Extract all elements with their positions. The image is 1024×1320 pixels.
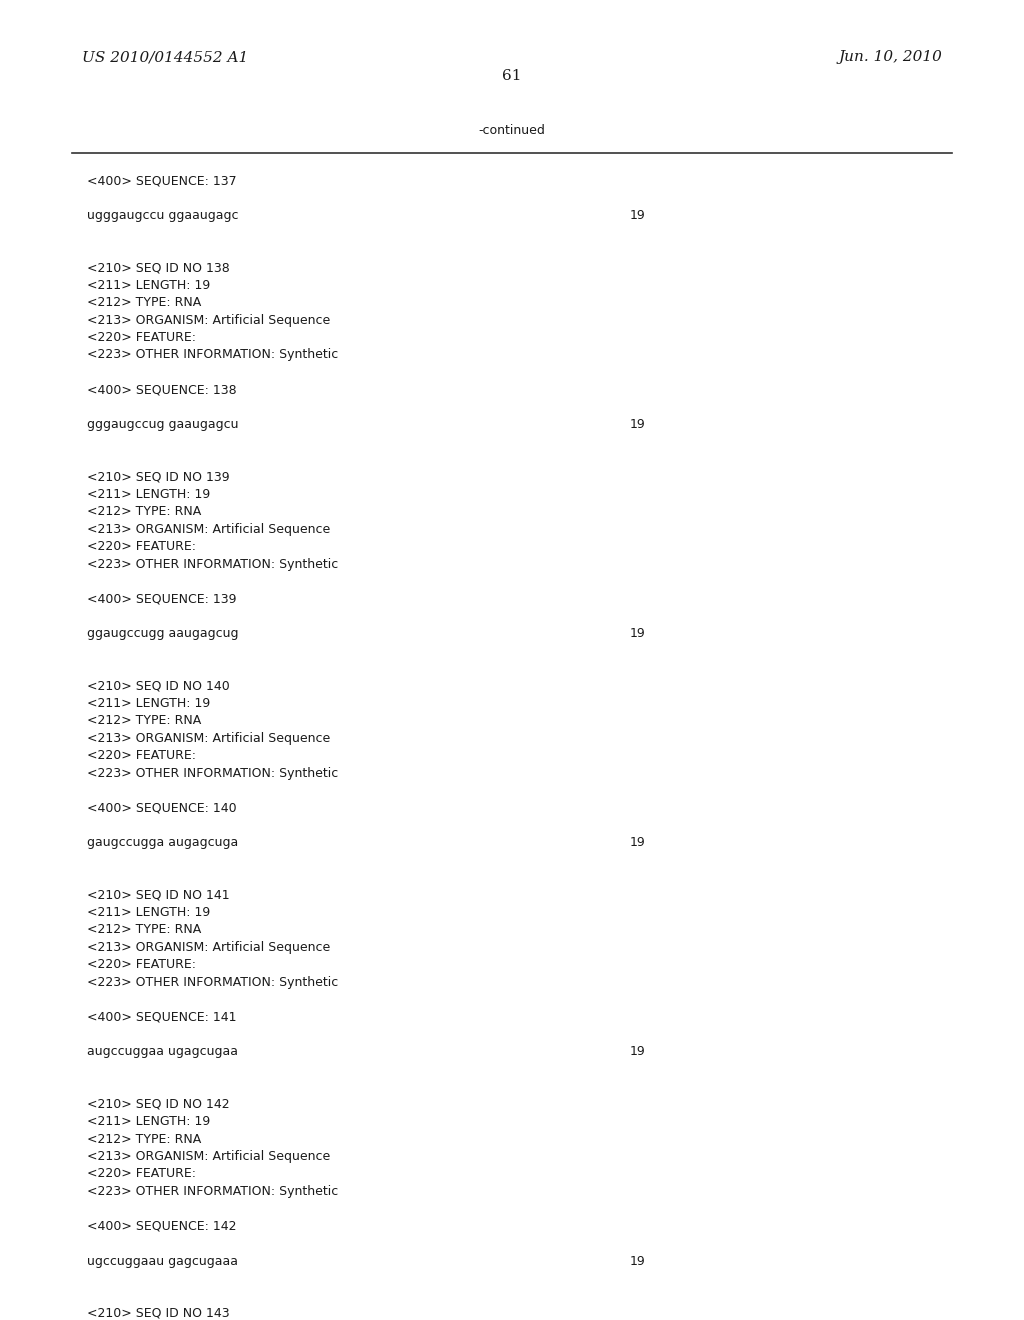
Text: <210> SEQ ID NO 143: <210> SEQ ID NO 143	[87, 1307, 229, 1320]
Text: <210> SEQ ID NO 142: <210> SEQ ID NO 142	[87, 1098, 229, 1110]
Text: <220> FEATURE:: <220> FEATURE:	[87, 540, 196, 553]
Text: ugggaugccu ggaaugagc: ugggaugccu ggaaugagc	[87, 209, 239, 222]
Text: <400> SEQUENCE: 140: <400> SEQUENCE: 140	[87, 801, 237, 814]
Text: <210> SEQ ID NO 139: <210> SEQ ID NO 139	[87, 470, 229, 483]
Text: <212> TYPE: RNA: <212> TYPE: RNA	[87, 506, 202, 519]
Text: <211> LENGTH: 19: <211> LENGTH: 19	[87, 697, 210, 710]
Text: <223> OTHER INFORMATION: Synthetic: <223> OTHER INFORMATION: Synthetic	[87, 767, 338, 780]
Text: <223> OTHER INFORMATION: Synthetic: <223> OTHER INFORMATION: Synthetic	[87, 975, 338, 989]
Text: <212> TYPE: RNA: <212> TYPE: RNA	[87, 924, 202, 936]
Text: <220> FEATURE:: <220> FEATURE:	[87, 958, 196, 972]
Text: 19: 19	[630, 1254, 645, 1267]
Text: <210> SEQ ID NO 138: <210> SEQ ID NO 138	[87, 261, 229, 275]
Text: 19: 19	[630, 837, 645, 849]
Text: <210> SEQ ID NO 141: <210> SEQ ID NO 141	[87, 888, 229, 902]
Text: <213> ORGANISM: Artificial Sequence: <213> ORGANISM: Artificial Sequence	[87, 731, 331, 744]
Text: ggaugccugg aaugagcug: ggaugccugg aaugagcug	[87, 627, 239, 640]
Text: <213> ORGANISM: Artificial Sequence: <213> ORGANISM: Artificial Sequence	[87, 523, 331, 536]
Text: 19: 19	[630, 418, 645, 432]
Text: <211> LENGTH: 19: <211> LENGTH: 19	[87, 279, 210, 292]
Text: <400> SEQUENCE: 139: <400> SEQUENCE: 139	[87, 593, 237, 606]
Text: <400> SEQUENCE: 138: <400> SEQUENCE: 138	[87, 383, 237, 396]
Text: <211> LENGTH: 19: <211> LENGTH: 19	[87, 488, 210, 500]
Text: <212> TYPE: RNA: <212> TYPE: RNA	[87, 1133, 202, 1146]
Text: gggaugccug gaaugagcu: gggaugccug gaaugagcu	[87, 418, 239, 432]
Text: <211> LENGTH: 19: <211> LENGTH: 19	[87, 906, 210, 919]
Text: 19: 19	[630, 209, 645, 222]
Text: <400> SEQUENCE: 137: <400> SEQUENCE: 137	[87, 174, 237, 187]
Text: 61: 61	[502, 69, 522, 83]
Text: <212> TYPE: RNA: <212> TYPE: RNA	[87, 296, 202, 309]
Text: <220> FEATURE:: <220> FEATURE:	[87, 750, 196, 762]
Text: Jun. 10, 2010: Jun. 10, 2010	[839, 50, 942, 65]
Text: <212> TYPE: RNA: <212> TYPE: RNA	[87, 714, 202, 727]
Text: <400> SEQUENCE: 142: <400> SEQUENCE: 142	[87, 1220, 237, 1233]
Text: <210> SEQ ID NO 140: <210> SEQ ID NO 140	[87, 680, 229, 693]
Text: -continued: -continued	[478, 124, 546, 137]
Text: augccuggaa ugagcugaa: augccuggaa ugagcugaa	[87, 1045, 238, 1059]
Text: <213> ORGANISM: Artificial Sequence: <213> ORGANISM: Artificial Sequence	[87, 1150, 331, 1163]
Text: ugccuggaau gagcugaaa: ugccuggaau gagcugaaa	[87, 1254, 238, 1267]
Text: <223> OTHER INFORMATION: Synthetic: <223> OTHER INFORMATION: Synthetic	[87, 348, 338, 362]
Text: <220> FEATURE:: <220> FEATURE:	[87, 1167, 196, 1180]
Text: <213> ORGANISM: Artificial Sequence: <213> ORGANISM: Artificial Sequence	[87, 941, 331, 954]
Text: <213> ORGANISM: Artificial Sequence: <213> ORGANISM: Artificial Sequence	[87, 314, 331, 326]
Text: <211> LENGTH: 19: <211> LENGTH: 19	[87, 1115, 210, 1129]
Text: <400> SEQUENCE: 141: <400> SEQUENCE: 141	[87, 1011, 237, 1023]
Text: <220> FEATURE:: <220> FEATURE:	[87, 331, 196, 345]
Text: 19: 19	[630, 627, 645, 640]
Text: 19: 19	[630, 1045, 645, 1059]
Text: US 2010/0144552 A1: US 2010/0144552 A1	[82, 50, 248, 65]
Text: <223> OTHER INFORMATION: Synthetic: <223> OTHER INFORMATION: Synthetic	[87, 1185, 338, 1197]
Text: gaugccugga augagcuga: gaugccugga augagcuga	[87, 837, 239, 849]
Text: <223> OTHER INFORMATION: Synthetic: <223> OTHER INFORMATION: Synthetic	[87, 557, 338, 570]
